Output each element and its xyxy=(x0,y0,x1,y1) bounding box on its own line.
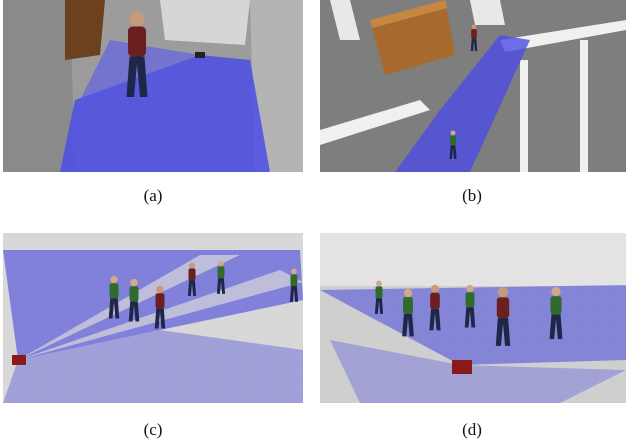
panel-b-image xyxy=(320,0,626,172)
panel-c-image xyxy=(3,233,303,403)
caption: (c) xyxy=(144,420,163,439)
panel-a-image xyxy=(3,0,303,172)
caption: (d) xyxy=(462,420,482,439)
panel-d-image xyxy=(320,233,626,403)
caption: (b) xyxy=(462,186,482,205)
caption: (a) xyxy=(144,186,163,205)
